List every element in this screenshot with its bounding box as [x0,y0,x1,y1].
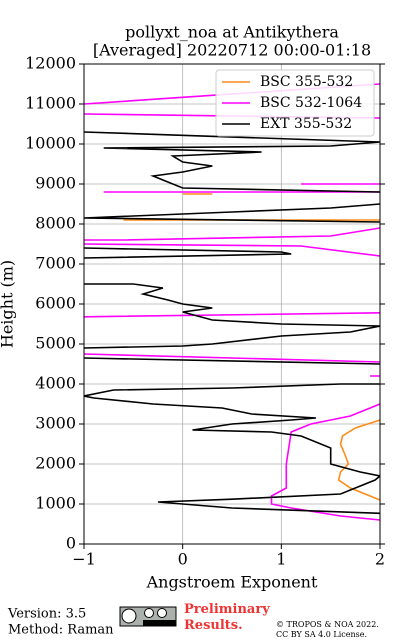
x-tick-label: −1 [72,550,96,569]
cc-logo [119,606,177,627]
x-axis-label: Angstroem Exponent [146,573,318,592]
legend-box [215,69,375,137]
y-tick-label: 7000 [35,254,76,273]
profile-line [84,131,380,515]
y-tick-label: 0 [66,534,76,553]
chart-title: pollyxt_noa at Antikythera [125,23,339,42]
y-tick-label: 10000 [25,134,76,153]
chart-subtitle: [Averaged] 20220712 00:00-01:18 [93,41,371,60]
x-tick-label: 0 [178,550,188,569]
y-tick-label: 6000 [35,294,76,313]
y-tick-label: 11000 [25,94,76,113]
method: Method: Raman [8,623,114,638]
series-group [84,131,380,515]
legend-label: EXT 355-532 [260,116,352,132]
y-tick-label: 2000 [35,454,76,473]
x-tick-label: 1 [276,550,286,569]
y-axis-label: Height (m) [0,260,17,348]
y-tick-label: 1000 [35,494,76,513]
y-tick-label: 8000 [35,214,76,233]
legend-label: BSC 532-1064 [260,95,362,111]
y-tick-label: 9000 [35,174,76,193]
preliminary-note: Preliminary Results. [184,602,270,633]
license: © TROPOS & NOA 2022. CC BY SA 4.0 License… [276,620,379,639]
x-tick-label: 2 [375,550,385,569]
legend-label: BSC 355-532 [260,74,353,90]
y-tick-label: 12000 [25,54,76,73]
legend: BSC 355-532 BSC 532-1064 EXT 355-532 [215,69,375,137]
y-tick-label: 3000 [35,414,76,433]
y-tick-label: 5000 [35,334,76,353]
y-tick-label: 4000 [35,374,76,393]
version: Version: 3.5 [7,607,86,622]
